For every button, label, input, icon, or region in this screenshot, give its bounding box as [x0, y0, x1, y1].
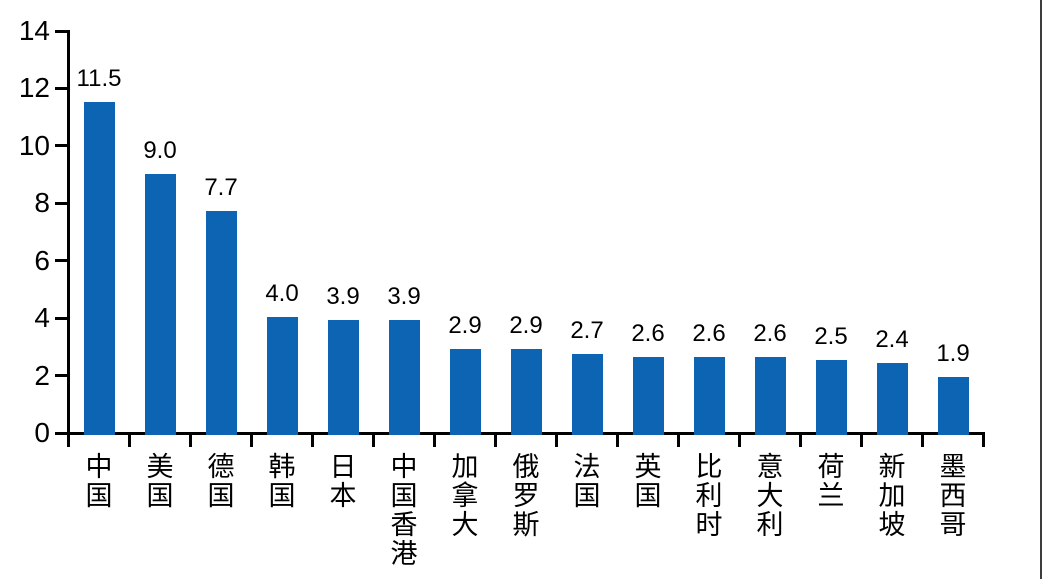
image-right-border-line	[1040, 0, 1042, 579]
bar	[266, 317, 298, 435]
bar	[632, 357, 664, 435]
x-axis-tick	[860, 432, 863, 447]
bar	[510, 348, 542, 435]
bar-category-label: 日本	[329, 452, 357, 511]
bar-value-label: 9.0	[143, 136, 177, 164]
x-axis-tick	[555, 432, 558, 447]
y-axis-tick-label: 14	[18, 15, 50, 46]
y-axis-tick-label: 8	[34, 187, 50, 219]
bar	[937, 377, 969, 435]
y-axis-tick-label: 6	[34, 244, 50, 276]
x-axis-tick	[494, 432, 497, 447]
x-axis-tick	[189, 432, 192, 447]
x-axis-tick	[67, 432, 70, 447]
bar-value-label: 7.7	[204, 173, 238, 201]
bar-category-label: 中国	[85, 452, 113, 511]
y-axis-tick	[55, 29, 67, 33]
bar-category-label: 意大利	[756, 452, 784, 540]
bar-value-label: 4.0	[265, 280, 299, 308]
y-axis-tick-label: 2	[34, 359, 50, 391]
bar-category-label: 法国	[573, 452, 601, 511]
bar-value-label: 2.9	[448, 311, 482, 339]
bar	[388, 320, 420, 435]
x-axis-tick	[616, 432, 619, 447]
y-axis-tick	[55, 431, 67, 435]
x-axis-tick	[921, 432, 924, 447]
bar	[693, 357, 725, 435]
bar-category-label: 荷兰	[817, 452, 845, 511]
bar	[449, 348, 481, 435]
y-axis-tick	[55, 316, 67, 320]
bar	[205, 210, 237, 435]
bar-category-label: 新加坡	[878, 452, 906, 540]
bar-value-label: 11.5	[76, 64, 122, 92]
y-axis-tick	[55, 201, 67, 205]
x-axis-tick	[311, 432, 314, 447]
bar-value-label: 2.5	[814, 323, 848, 351]
bar-category-label: 中国香港	[390, 452, 418, 569]
bar	[144, 173, 176, 435]
bar	[83, 101, 115, 435]
bar	[754, 357, 786, 435]
x-axis-tick	[982, 432, 985, 447]
x-axis-tick	[250, 432, 253, 447]
bar-category-label: 俄罗斯	[512, 452, 540, 540]
bar-value-label: 2.9	[509, 311, 543, 339]
y-axis-tick	[55, 259, 67, 263]
x-axis-tick	[738, 432, 741, 447]
bar-value-label: 2.4	[875, 326, 909, 354]
bar-category-label: 韩国	[268, 452, 296, 511]
bar-category-label: 美国	[146, 452, 174, 511]
y-axis-tick-label: 12	[18, 72, 50, 104]
bar-value-label: 2.6	[631, 320, 665, 348]
x-axis-tick	[433, 432, 436, 447]
x-axis-tick	[372, 432, 375, 447]
bar	[876, 363, 908, 435]
x-axis-tick	[128, 432, 131, 447]
bar-category-label: 墨西哥	[939, 452, 967, 540]
bar-value-label: 1.9	[936, 340, 970, 368]
x-axis-tick	[677, 432, 680, 447]
bar-category-label: 加拿大	[451, 452, 479, 540]
y-axis-tick-label: 0	[34, 417, 50, 448]
bar-value-label: 3.9	[387, 283, 421, 310]
x-axis-tick	[799, 432, 802, 447]
bar-category-label: 德国	[207, 452, 235, 511]
y-axis-tick	[55, 86, 67, 90]
bar-value-label: 2.7	[570, 317, 604, 345]
bar-value-label: 2.6	[692, 320, 726, 348]
bar	[327, 320, 359, 435]
bar-category-label: 比利时	[695, 452, 723, 540]
y-axis-tick-label: 10	[18, 129, 50, 161]
y-axis-line	[67, 30, 70, 435]
bar	[571, 354, 603, 435]
y-axis-tick	[55, 374, 67, 378]
bar-category-label: 英国	[634, 452, 662, 511]
bar-value-label: 3.9	[326, 283, 360, 310]
bar	[815, 360, 847, 435]
y-axis-tick	[55, 144, 67, 148]
bar-value-label: 2.6	[753, 320, 787, 348]
y-axis-tick-label: 4	[34, 302, 50, 334]
